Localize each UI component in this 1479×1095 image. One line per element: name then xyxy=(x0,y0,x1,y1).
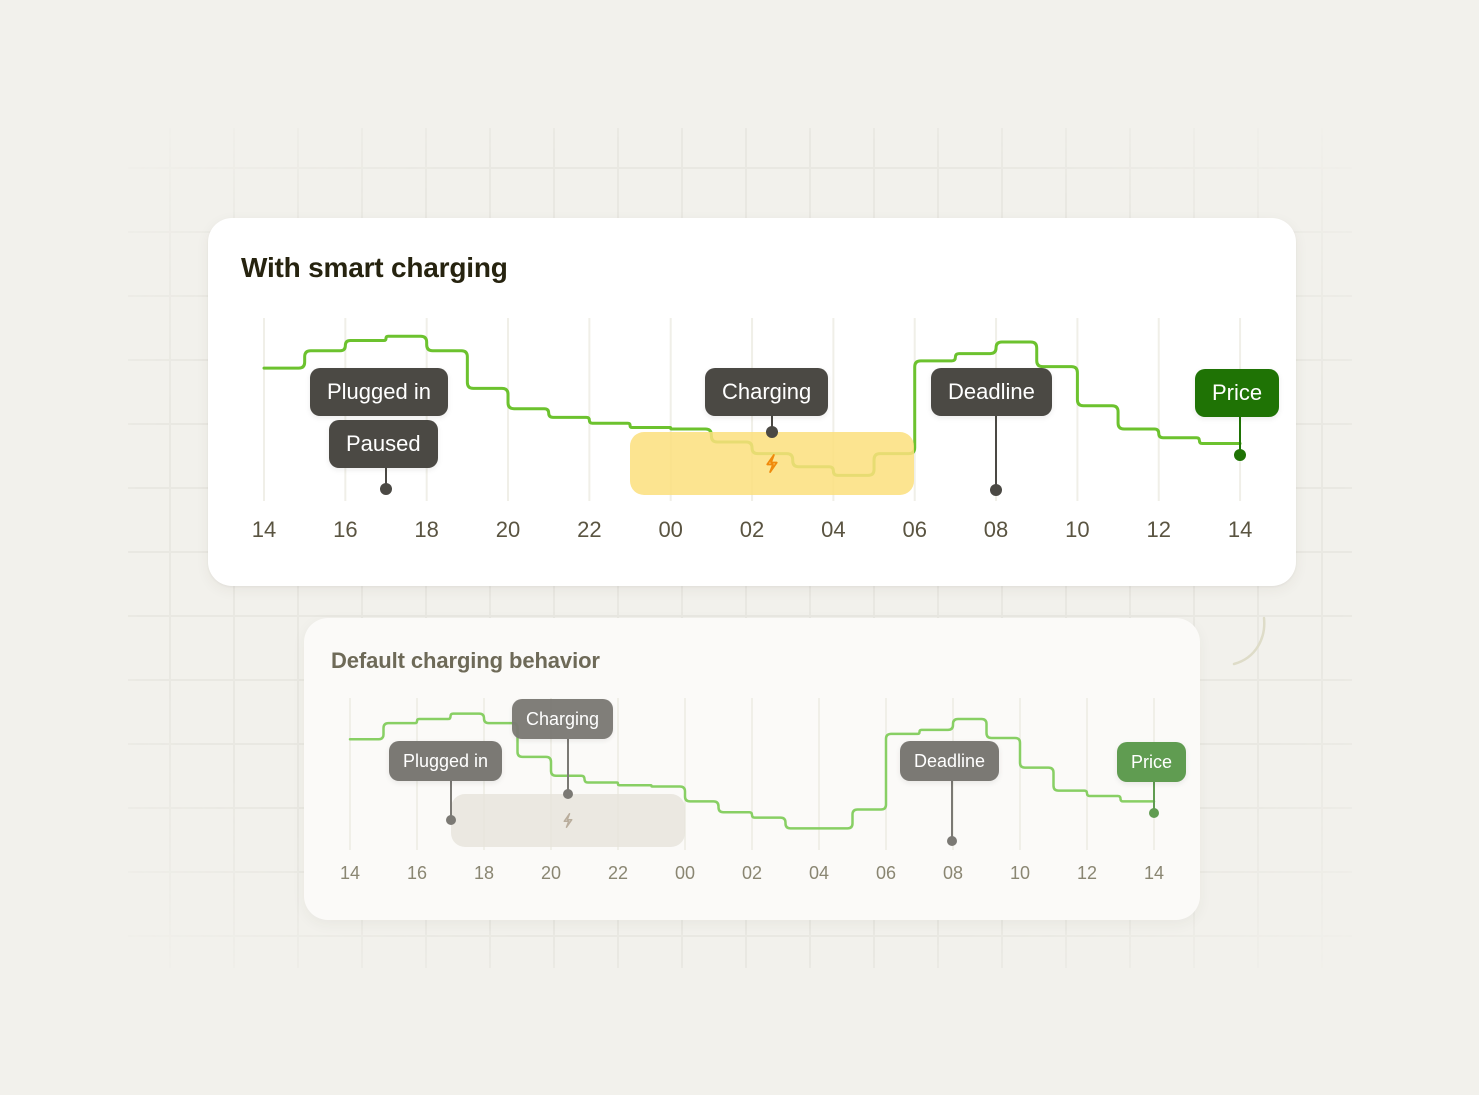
smart-charging-card: With smart charging Plugged in Paused Ch… xyxy=(208,218,1296,586)
marker-dot xyxy=(446,815,456,825)
x-tick-label: 14 xyxy=(251,517,277,542)
charging-window xyxy=(630,432,914,495)
card-title: Default charging behavior xyxy=(331,648,600,673)
x-tick-label: 18 xyxy=(414,517,439,542)
x-tick-label: 18 xyxy=(473,863,495,883)
marker-dot xyxy=(990,484,1002,496)
plugged-in-tag: Plugged in xyxy=(389,741,503,781)
lightning-bolt-icon xyxy=(766,454,778,473)
x-tick-label: 20 xyxy=(540,863,562,883)
decorative-arc xyxy=(1232,616,1266,666)
x-tick-label: 10 xyxy=(1065,517,1090,542)
x-tick-label: 22 xyxy=(577,517,602,542)
default-charging-card: Default charging behavior Plugged in Cha… xyxy=(304,618,1200,920)
marker-dot xyxy=(380,483,392,495)
x-tick-label: 12 xyxy=(1076,863,1098,883)
x-tick-label: 06 xyxy=(875,863,897,883)
x-tick-label: 22 xyxy=(607,863,629,883)
x-tick-label: 16 xyxy=(406,863,428,883)
x-tick-label: 08 xyxy=(942,863,964,883)
x-tick-label: 04 xyxy=(808,863,830,883)
deadline-tag: Deadline xyxy=(931,368,1052,416)
x-tick-label: 00 xyxy=(674,863,696,883)
x-tick-label: 02 xyxy=(739,517,765,542)
default-charging-chart xyxy=(348,698,1159,850)
x-tick-label: 06 xyxy=(902,517,927,542)
x-tick-label: 14 xyxy=(339,863,361,883)
marker-dot xyxy=(1234,449,1246,461)
x-tick-label: 08 xyxy=(983,517,1009,542)
plugged-in-tag: Plugged in xyxy=(310,368,448,416)
price-line xyxy=(348,712,1156,830)
lightning-bolt-icon xyxy=(563,813,573,828)
price-tag: Price xyxy=(1195,369,1280,417)
x-tick-label: 04 xyxy=(821,517,846,542)
x-tick-label: 10 xyxy=(1009,863,1031,883)
paused-tag: Paused xyxy=(329,420,438,468)
deadline-tag: Deadline xyxy=(900,741,1000,781)
x-tick-label: 12 xyxy=(1146,517,1171,542)
x-tick-label: 16 xyxy=(333,517,358,542)
marker-dot xyxy=(947,836,957,846)
x-tick-label: 00 xyxy=(658,517,683,542)
x-tick-label: 02 xyxy=(741,863,763,883)
charging-tag: Charging xyxy=(705,368,829,416)
marker-dot xyxy=(1149,808,1159,818)
marker-dot xyxy=(563,789,573,799)
charging-tag: Charging xyxy=(512,699,614,739)
x-tick-label: 14 xyxy=(1143,863,1165,883)
x-tick-label: 14 xyxy=(1227,517,1253,542)
card-title: With smart charging xyxy=(241,252,508,283)
price-tag: Price xyxy=(1117,742,1187,782)
x-tick-label: 20 xyxy=(495,517,521,542)
marker-dot xyxy=(766,426,778,438)
